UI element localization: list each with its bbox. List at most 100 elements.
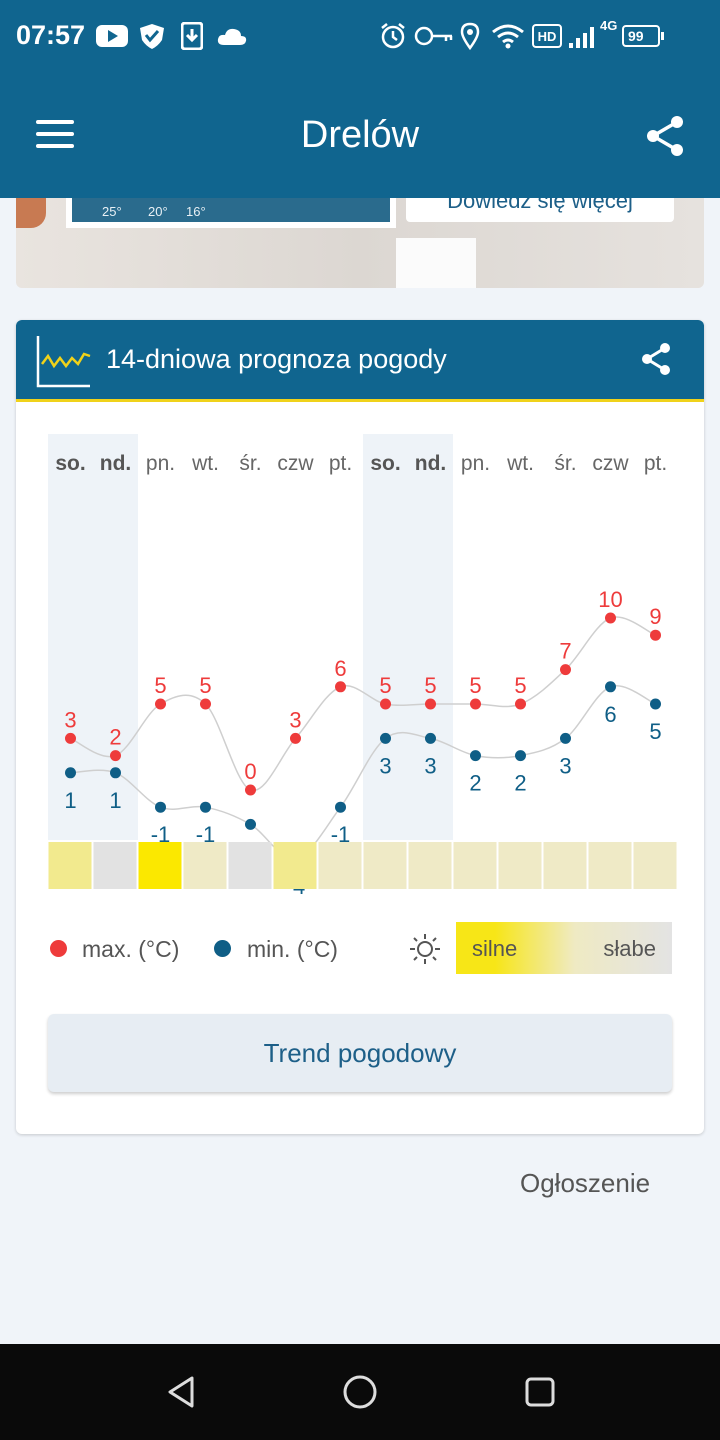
wifi-icon: [490, 22, 526, 50]
min-point: [245, 818, 256, 830]
max-value-label: 6: [334, 656, 346, 681]
day-label: pt.: [644, 452, 667, 475]
sun-strength-cell: [408, 842, 452, 889]
day-label: pt.: [329, 452, 352, 475]
day-label: śr.: [239, 452, 261, 475]
max-point: [515, 698, 526, 710]
max-legend-label: max. (°C): [82, 936, 180, 962]
max-point: [245, 784, 256, 796]
max-point: [110, 750, 121, 762]
min-value-label: 3: [559, 753, 571, 778]
ad-device-temp: 25°: [102, 204, 122, 219]
location-icon: [458, 22, 482, 50]
hamburger-menu-icon[interactable]: [36, 120, 76, 152]
max-value-label: 5: [424, 673, 436, 698]
recents-icon[interactable]: [520, 1372, 560, 1412]
sun-strength-cell: [183, 842, 227, 889]
min-value-label: -1: [331, 822, 351, 847]
ad-decoration: [16, 198, 46, 228]
max-point: [200, 698, 211, 710]
day-label: pn.: [146, 452, 175, 475]
battery-tip: [661, 32, 664, 40]
min-point: [560, 732, 571, 744]
vpn-shield-icon: [138, 22, 166, 50]
sun-strength-scale: silne słabe: [456, 922, 672, 974]
weekend-column: [93, 434, 138, 840]
min-value-label: -1: [196, 822, 216, 847]
network-type: 4G: [600, 18, 618, 33]
min-value-label: 5: [649, 719, 661, 744]
sun-strength-cell: [318, 842, 362, 889]
sun-strength-cell: [273, 842, 317, 889]
sun-strength-cell: [228, 842, 272, 889]
max-point: [650, 629, 661, 641]
day-label: czw: [277, 452, 314, 475]
ad-device-image: 25° 20° 16°: [66, 198, 396, 228]
min-value-label: 3: [379, 753, 391, 778]
min-point: [515, 750, 526, 762]
ad-cta-button[interactable]: Dowiedz się więcej: [406, 198, 674, 222]
weekend-column: [408, 434, 453, 840]
min-value-label: 3: [424, 753, 436, 778]
youtube-icon: [96, 22, 128, 50]
signal-icon: [568, 22, 598, 50]
location-title: Drelów: [300, 114, 420, 156]
share-icon[interactable]: [644, 114, 686, 158]
min-point: [200, 801, 211, 813]
ad-device-stand: [396, 238, 476, 288]
max-value-label: 5: [514, 673, 526, 698]
min-value-label: 2: [469, 771, 481, 796]
day-label: pn.: [461, 452, 490, 475]
sun-strength-cell: [633, 842, 677, 889]
sun-strength-cell: [48, 842, 92, 889]
forecast-card-title: 14-dniowa prognoza pogody: [106, 344, 447, 374]
ad-banner[interactable]: 25° 20° 16° Dowiedz się więcej: [16, 198, 704, 288]
max-point: [605, 612, 616, 624]
weekend-column: [363, 434, 408, 840]
max-value-label: 7: [559, 639, 571, 664]
max-point: [470, 698, 481, 710]
home-icon[interactable]: [340, 1372, 380, 1412]
status-time: 07:57: [16, 20, 86, 50]
max-value-label: 2: [109, 725, 121, 750]
day-label: nd.: [100, 452, 132, 475]
max-point: [560, 664, 571, 676]
status-bar: 07:57 HD 4G 99: [0, 0, 720, 72]
forecast-card-header: 14-dniowa prognoza pogody: [16, 320, 704, 402]
min-legend-label: min. (°C): [247, 936, 338, 962]
sun-strength-cell: [498, 842, 542, 889]
key-icon: [414, 22, 454, 50]
day-label: so.: [370, 452, 400, 475]
min-value-label: 6: [604, 702, 616, 727]
day-label: nd.: [415, 452, 447, 475]
min-point: [155, 801, 166, 813]
day-label: wt.: [506, 452, 534, 475]
min-point: [650, 698, 661, 710]
max-value-label: 5: [379, 673, 391, 698]
max-point: [335, 681, 346, 693]
max-legend-dot: [50, 940, 67, 957]
navigation-bar: [0, 1344, 720, 1440]
cloud-icon: [216, 22, 248, 50]
weather-trend-button[interactable]: Trend pogodowy: [48, 1014, 672, 1092]
ad-label: Ogłoszenie: [520, 1168, 651, 1198]
sun-strength-cell: [138, 842, 182, 889]
max-value-label: 5: [469, 673, 481, 698]
sun-strength-cell: [543, 842, 587, 889]
back-icon[interactable]: [162, 1372, 202, 1412]
battery-indicator: 99: [622, 25, 664, 47]
max-point: [290, 732, 301, 744]
sun-strength-cell: [363, 842, 407, 889]
share-icon[interactable]: [640, 342, 672, 376]
forecast-chart: so. nd. pn. wt. śr. czw pt. so. nd. pn. wt. śr. czw p…: [48, 434, 677, 899]
min-point: [470, 750, 481, 762]
app-bar: Drelów: [0, 72, 720, 198]
max-point: [380, 698, 391, 710]
min-legend-dot: [214, 940, 231, 957]
battery-level: 99: [628, 28, 644, 44]
max-value-label: 10: [598, 587, 622, 612]
max-value-label: 3: [64, 707, 76, 732]
weak-label: słabe: [603, 936, 656, 961]
max-value-label: 5: [154, 673, 166, 698]
max-series-line: [70, 616, 656, 792]
